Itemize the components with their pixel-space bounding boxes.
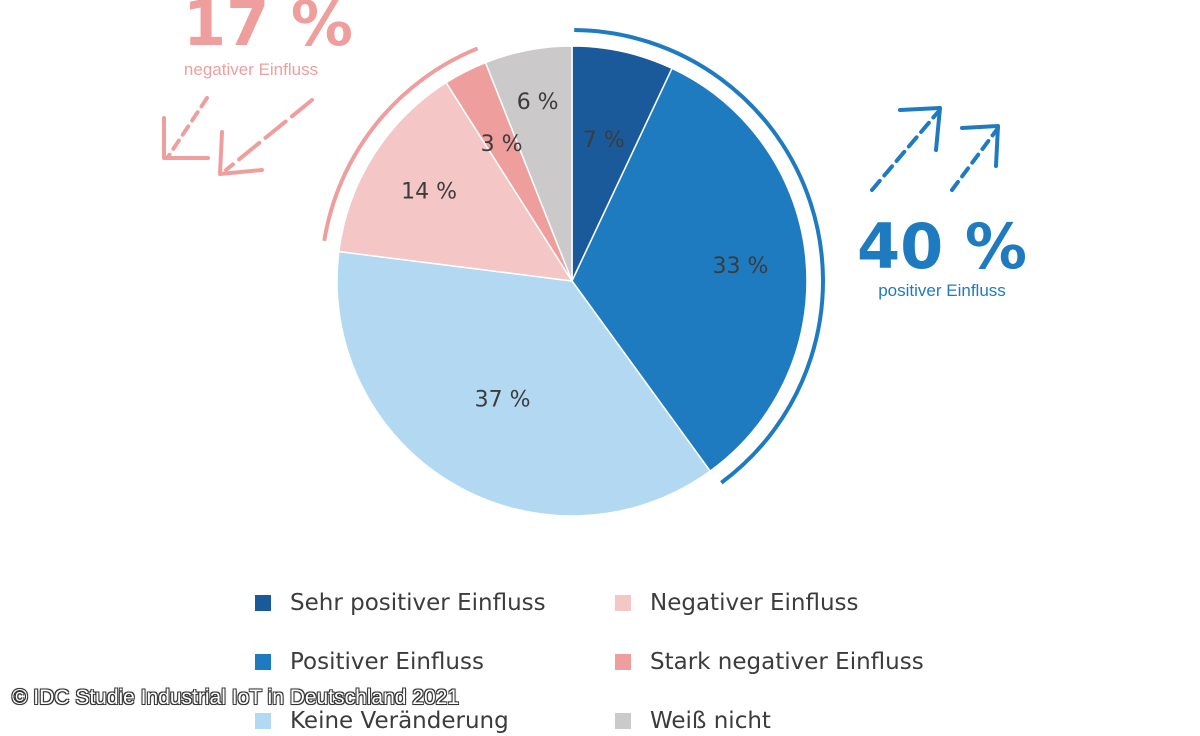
legend-swatch bbox=[615, 654, 631, 670]
legend-label: Negativer Einfluss bbox=[650, 590, 859, 616]
pie-slice-label: 33 % bbox=[712, 254, 768, 279]
legend-item: Sehr positiver Einfluss bbox=[255, 588, 615, 618]
legend-swatch bbox=[615, 595, 631, 611]
negative-bracket-arc bbox=[322, 46, 479, 242]
pie-slice-label: 7 % bbox=[583, 128, 625, 153]
pie-slice-label: 3 % bbox=[481, 132, 523, 157]
pie-slices bbox=[336, 45, 808, 517]
positive-callout-value: 40 % bbox=[857, 210, 1027, 283]
pie-slice-label: 37 % bbox=[475, 387, 531, 412]
legend-item: Negativer Einfluss bbox=[615, 588, 975, 618]
legend-label: Sehr positiver Einfluss bbox=[290, 590, 546, 616]
pie-slice-label: 14 % bbox=[401, 179, 457, 204]
legend-swatch bbox=[255, 713, 271, 729]
legend-swatch bbox=[255, 595, 271, 611]
pie-slice-labels: 7 % 33 % 37 % 14 % 3 % 6 % bbox=[401, 90, 768, 412]
pie-slice bbox=[571, 45, 674, 282]
pie-slice-label: 6 % bbox=[517, 90, 559, 115]
legend-swatch bbox=[615, 713, 631, 729]
legend-item: Stark negativer Einfluss bbox=[615, 647, 975, 677]
pie-slice bbox=[484, 45, 573, 282]
pie-slice bbox=[336, 250, 712, 517]
positive-callout-text: positiver Einfluss bbox=[878, 281, 1006, 300]
pie-slice bbox=[338, 81, 574, 282]
image-credit: © IDC Studie Industrial IoT in Deutschla… bbox=[12, 686, 459, 709]
legend-swatch bbox=[255, 654, 271, 670]
legend-item: Positiver Einfluss bbox=[255, 647, 615, 677]
negative-callout-text: negativer Einfluss bbox=[184, 60, 318, 79]
legend-item: Weiß nicht bbox=[615, 706, 975, 736]
negative-callout-value: 17 % bbox=[183, 0, 353, 60]
legend-label: Stark negativer Einfluss bbox=[650, 649, 924, 675]
chart-legend: Sehr positiver Einfluss Negativer Einflu… bbox=[255, 588, 1015, 736]
up-arrows-icon bbox=[870, 106, 1000, 192]
legend-label: Keine Veränderung bbox=[290, 708, 509, 734]
positive-bracket-arc bbox=[574, 28, 825, 485]
pie-chart: 7 % 33 % 37 % 14 % 3 % 6 % 17 % negativer Ein… bbox=[162, 0, 1027, 517]
legend-label: Positiver Einfluss bbox=[290, 649, 484, 675]
down-arrows-icon bbox=[162, 96, 314, 176]
pie-slice bbox=[571, 67, 808, 473]
legend-label: Weiß nicht bbox=[650, 708, 771, 734]
legend-item: Keine Veränderung bbox=[255, 706, 615, 736]
